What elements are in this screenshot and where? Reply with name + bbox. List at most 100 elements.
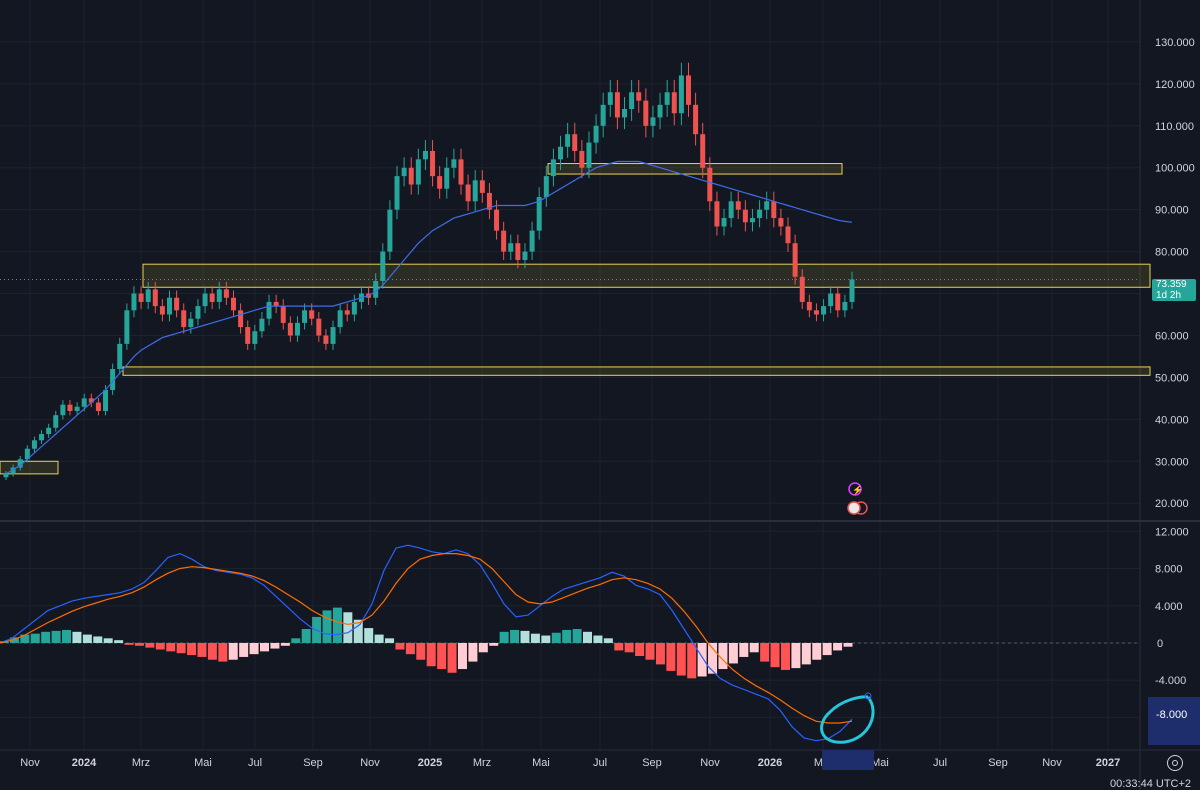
histogram-bar <box>385 638 395 643</box>
histogram-bar <box>718 642 728 670</box>
price-axis-tick: 50.000 <box>1155 372 1189 384</box>
candle-body <box>60 404 66 416</box>
support-resistance-zone <box>547 163 843 175</box>
lightning-glyph: ⚡ <box>852 484 863 496</box>
candle-body <box>422 150 428 160</box>
histogram-bar <box>457 642 467 670</box>
candle-body <box>792 243 798 277</box>
candle-body <box>294 322 300 336</box>
candle-body <box>451 159 457 168</box>
candle-body <box>721 218 727 227</box>
histogram-bar <box>374 634 384 643</box>
candle-body <box>238 310 244 328</box>
histogram-bar <box>697 642 707 677</box>
histogram-bar <box>405 642 415 655</box>
candle-body <box>565 134 571 147</box>
candle-body <box>67 404 73 411</box>
histogram-bar <box>770 642 780 668</box>
histogram-bar <box>259 642 269 652</box>
macd-axis-tick: 8.000 <box>1155 564 1183 576</box>
histogram-bar <box>155 642 165 650</box>
candle-body <box>159 306 165 315</box>
candle-body <box>415 159 421 185</box>
candle-body <box>678 75 684 114</box>
histogram-bar <box>603 638 613 643</box>
price-axis-tick: 120.000 <box>1155 79 1195 91</box>
candle-body <box>181 310 187 328</box>
candle-body <box>707 167 713 202</box>
candle-body <box>245 327 251 344</box>
candle-body <box>785 226 791 244</box>
macd-axis-tick: 0 <box>1157 638 1163 650</box>
histogram-bar <box>228 642 238 660</box>
candle-body <box>302 310 308 323</box>
candle-body <box>216 289 222 302</box>
histogram-bar <box>468 642 478 662</box>
candle-body <box>344 310 350 315</box>
candle-body <box>550 159 556 177</box>
candle-body <box>657 104 663 118</box>
candle-body <box>273 301 279 307</box>
histogram-bar <box>749 642 759 653</box>
histogram-bar <box>103 638 113 643</box>
histogram-bar <box>332 607 342 643</box>
signal-line <box>0 552 853 724</box>
time-axis-tick: Mai <box>532 757 550 769</box>
histogram-bar <box>353 619 363 643</box>
candle-body <box>600 104 606 126</box>
histogram-bar <box>270 642 280 649</box>
histogram-bar <box>134 642 144 646</box>
macd-axis-tick: 12.000 <box>1155 526 1189 538</box>
candle-body <box>458 159 464 185</box>
clock-readout: 00:33:44 UTC+2 <box>1110 778 1192 790</box>
candle-body <box>764 201 770 210</box>
histogram-bar <box>322 610 332 643</box>
price-axis-tick: 90.000 <box>1155 205 1189 217</box>
annotation-handle <box>864 692 872 700</box>
candle-body <box>806 301 812 311</box>
histogram-bar <box>437 642 447 670</box>
candle-body <box>259 318 265 332</box>
histogram-bar <box>30 633 40 643</box>
histogram-bar <box>583 631 593 643</box>
histogram-bar <box>708 642 718 674</box>
time-axis-tick: Sep <box>303 757 323 769</box>
candle-body <box>337 310 343 328</box>
candle-body <box>821 306 827 315</box>
histogram-bar <box>20 634 30 643</box>
candle-body <box>465 184 471 202</box>
candle-body <box>757 209 763 219</box>
macd-value-badge: -8.000 <box>1148 697 1200 745</box>
price-axis-tick: 20.000 <box>1155 498 1189 510</box>
histogram-bar <box>72 631 82 643</box>
histogram-bar <box>499 631 509 643</box>
candle-body <box>522 251 528 260</box>
candle-body <box>579 150 585 168</box>
candle-body <box>10 467 16 474</box>
candle-body <box>408 167 414 185</box>
time-axis-tick: Nov <box>1042 757 1062 769</box>
candle-body <box>387 209 393 252</box>
histogram-bar <box>166 642 176 652</box>
histogram-bar <box>551 632 561 643</box>
histogram-bar <box>822 642 832 656</box>
candle-body <box>494 209 500 231</box>
histogram-bar <box>114 640 124 643</box>
candle-body <box>188 318 194 328</box>
candle-body <box>309 310 315 319</box>
histogram-bar <box>489 642 499 646</box>
candle-body <box>380 251 386 281</box>
histogram-bar <box>760 642 770 662</box>
candle-body <box>749 218 755 223</box>
histogram-bar <box>145 642 155 648</box>
histogram-bar <box>520 630 530 643</box>
macd-value-label: -8.000 <box>1156 709 1188 721</box>
time-axis-tick: Sep <box>988 757 1008 769</box>
macd-axis-tick: -4.000 <box>1155 675 1186 687</box>
histogram-bar <box>739 642 749 657</box>
candle-body <box>728 201 734 219</box>
macd-axis-tick: 4.000 <box>1155 601 1183 613</box>
histogram-bar <box>530 633 540 643</box>
settings-gear-icon[interactable] <box>1167 755 1183 771</box>
